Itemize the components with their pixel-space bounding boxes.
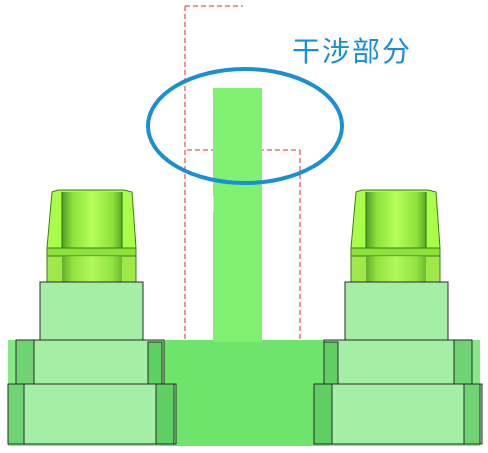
interference-callout [146,67,344,185]
right-boss [344,189,449,341]
left-boss [39,189,144,341]
base-plate [7,339,483,446]
interference-label: 干涉部分 [292,35,413,68]
center-pin [212,88,262,342]
